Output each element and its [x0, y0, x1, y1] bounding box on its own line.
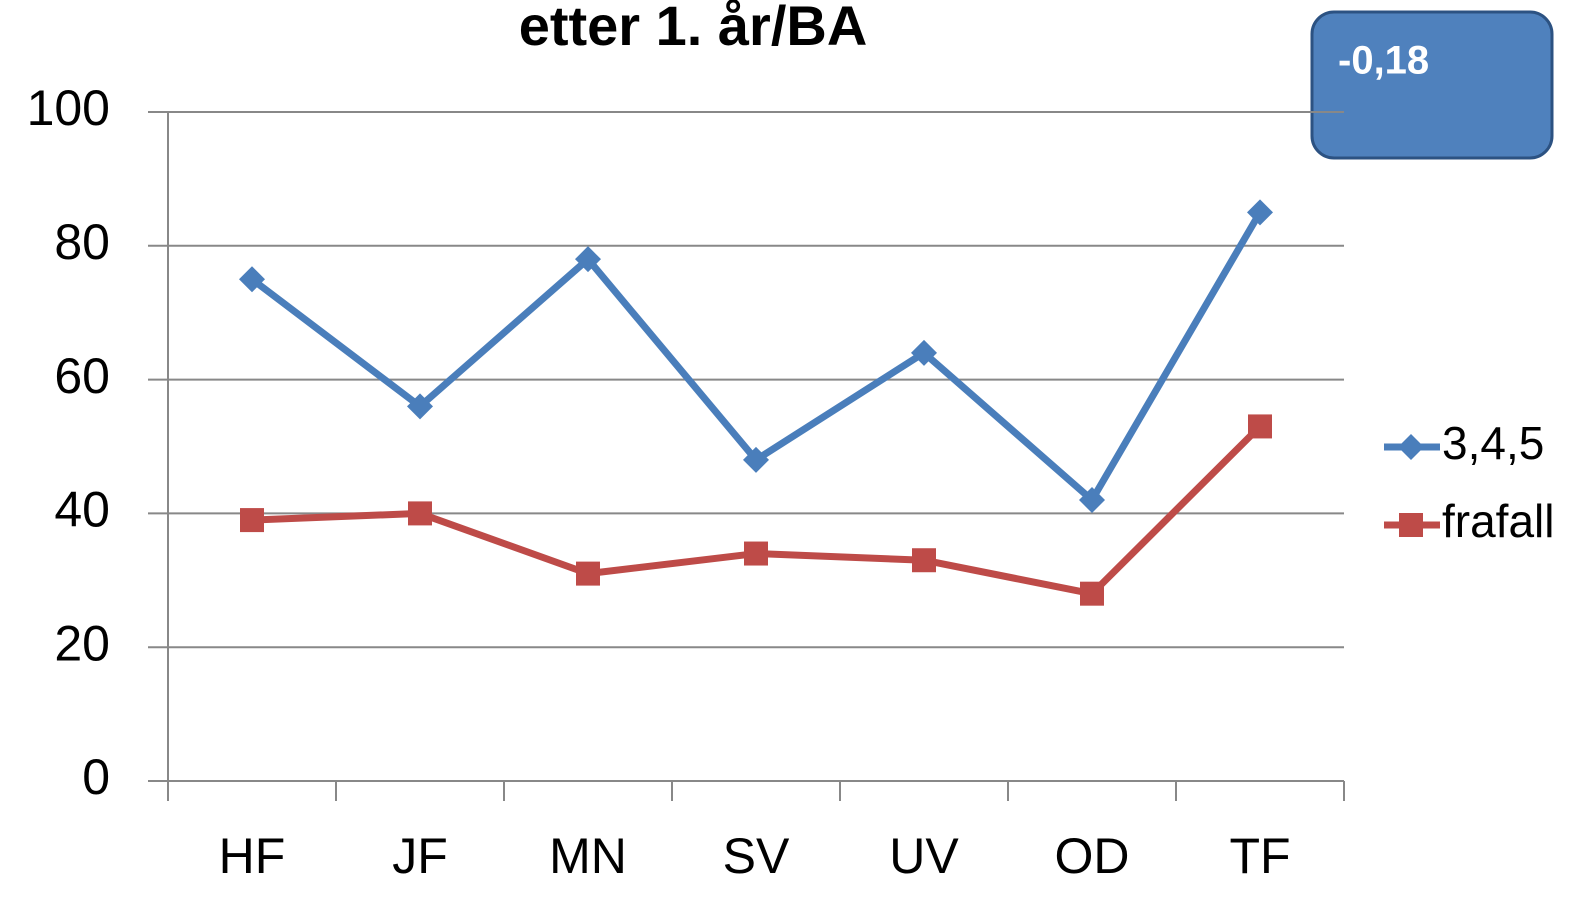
marker [1247, 199, 1273, 226]
marker [575, 246, 601, 273]
marker [408, 501, 432, 526]
marker [240, 508, 264, 533]
x-tick-label: MN [549, 828, 627, 884]
marker [1398, 434, 1424, 460]
x-tick-label: UV [889, 828, 959, 884]
y-tick-label: 0 [82, 749, 110, 805]
marker [407, 393, 433, 420]
marker [911, 339, 937, 366]
marker [1248, 414, 1272, 439]
legend-label: 3,4,5 [1442, 417, 1544, 469]
y-tick-label: 20 [54, 615, 110, 671]
y-tick-label: 60 [54, 348, 110, 404]
marker [743, 446, 769, 473]
annotation-box [1310, 10, 1554, 160]
marker [576, 561, 600, 586]
marker [912, 548, 936, 573]
x-tick-label: JF [392, 828, 448, 884]
x-tick-label: TF [1229, 828, 1290, 884]
marker [744, 541, 768, 566]
x-tick-label: HF [219, 828, 286, 884]
x-tick-label: OD [1055, 828, 1130, 884]
marker [1079, 487, 1105, 514]
y-tick-label: 100 [27, 80, 110, 136]
annotation: -0,18 [1338, 39, 1429, 83]
chart-title: etter 1. år/BA [519, 0, 868, 57]
x-tick-label: SV [723, 828, 790, 884]
marker [1399, 513, 1423, 537]
marker [1080, 581, 1104, 606]
marker [239, 266, 265, 293]
y-tick-label: 40 [54, 482, 110, 538]
y-tick-label: 80 [54, 214, 110, 270]
legend-label: frafall [1442, 495, 1554, 547]
